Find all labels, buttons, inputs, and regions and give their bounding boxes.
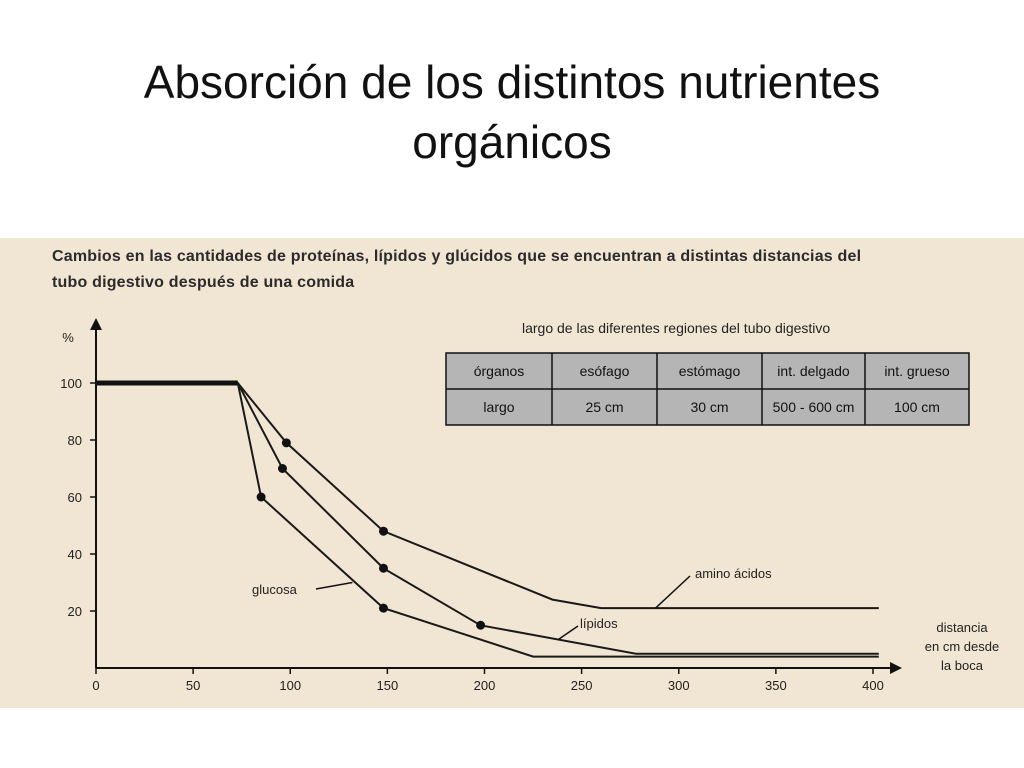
table-title: largo de las diferentes regiones del tub…: [522, 320, 830, 336]
annotation-label: lípidos: [580, 616, 618, 631]
data-point: [476, 620, 486, 630]
y-axis-arrow: [90, 318, 102, 330]
x-tick-label: 400: [862, 678, 884, 693]
annotation-leader: [654, 575, 691, 609]
table-header-cell: esófago: [580, 363, 630, 379]
data-point: [378, 563, 388, 573]
annotation-label: amino ácidos: [695, 566, 772, 581]
x-tick-label: 350: [765, 678, 787, 693]
table-cell: 500 - 600 cm: [773, 399, 855, 415]
x-tick-label: 300: [668, 678, 690, 693]
data-point: [378, 603, 388, 613]
y-tick-label: 20: [68, 604, 82, 619]
slide-title-line2: orgánicos: [412, 116, 612, 168]
x-tick-label: 150: [377, 678, 399, 693]
slide-title: Absorción de los distintos nutrientes or…: [0, 52, 1024, 172]
table-header-cell: estómago: [679, 363, 741, 379]
data-point: [277, 464, 287, 473]
x-tick-label: 200: [474, 678, 496, 693]
x-axis-label-line: la boca: [941, 658, 984, 673]
x-tick-label: 250: [571, 678, 593, 693]
annotation-leader: [315, 581, 353, 590]
table-cell: 100 cm: [894, 399, 940, 415]
table-cell: 30 cm: [690, 399, 728, 415]
table-header-cell: órganos: [474, 363, 525, 379]
slide-title-line1: Absorción de los distintos nutrientes: [143, 56, 881, 108]
y-tick-label: 60: [68, 490, 82, 505]
data-point: [378, 526, 388, 536]
figure-caption-line1: Cambios en las cantidades de proteínas, …: [52, 248, 862, 265]
x-axis-label-line: distancia: [936, 620, 988, 635]
table-cell: largo: [483, 399, 514, 415]
x-tick-label: 100: [279, 678, 301, 693]
x-axis-arrow: [890, 662, 902, 674]
figure-caption-line2: tubo digestivo después de una comida: [52, 274, 355, 291]
table-cell: 25 cm: [585, 399, 623, 415]
figure-caption: Cambios en las cantidades de proteínas, …: [52, 244, 1002, 296]
figure-panel: Cambios en las cantidades de proteínas, …: [0, 238, 1024, 708]
table-header-cell: int. grueso: [884, 363, 950, 379]
y-tick-label: 80: [68, 433, 82, 448]
x-tick-label: 50: [186, 678, 200, 693]
absorption-chart: 0 50 100 150 200 250 300 350 400 20 40 60 80 100% dist…: [60, 318, 999, 693]
y-tick-label: 100: [60, 376, 82, 391]
data-point: [256, 492, 266, 502]
data-point: [281, 438, 291, 448]
y-axis-label: %: [62, 330, 74, 345]
table-header-cell: int. delgado: [777, 363, 850, 379]
x-axis-label-line: en cm desde: [925, 639, 999, 654]
y-tick-label: 40: [68, 547, 82, 562]
x-tick-label: 0: [92, 678, 99, 693]
annotation-label: glucosa: [252, 582, 298, 597]
series-line-2: [236, 382, 879, 655]
annotation-leader: [557, 625, 579, 641]
